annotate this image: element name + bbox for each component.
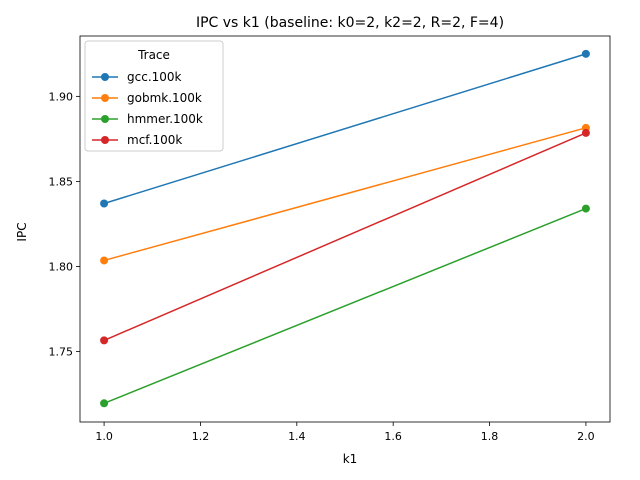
- axes-frame: [79, 35, 611, 423]
- legend-marker-1: [101, 94, 109, 102]
- x-tick-label: 1.6: [384, 430, 402, 443]
- series-line-3: [103, 132, 587, 342]
- y-tick-label: 1.90: [49, 90, 74, 103]
- series-line-2: [103, 207, 587, 404]
- data-point-0-1: [581, 49, 590, 58]
- x-axis-label: k1: [343, 452, 358, 466]
- chart-title: IPC vs k1 (baseline: k0=2, k2=2, R=2, F=…: [196, 15, 504, 31]
- data-point-2-0: [100, 399, 109, 408]
- legend-marker-0: [101, 73, 109, 81]
- data-point-2-1: [581, 204, 590, 213]
- legend-entry-0: gcc.100k: [127, 70, 182, 84]
- y-tick-label: 1.85: [49, 175, 74, 188]
- x-tick-label: 1.4: [288, 430, 306, 443]
- legend: Trace gcc.100k gobmk.100k hmmer.100k mcf.100…: [84, 40, 224, 152]
- data-point-1-0: [100, 256, 109, 265]
- x-tick-label: 1.0: [95, 430, 113, 443]
- data-point-3-1: [581, 128, 590, 137]
- plot-area: 1.0 1.2 1.4 1.6 1.8 2.0 1.75 1.80 1.85 1.90: [49, 35, 611, 443]
- x-tick-label: 2.0: [577, 430, 595, 443]
- legend-marker-3: [101, 136, 109, 144]
- legend-title: Trace: [137, 48, 170, 62]
- y-tick-label: 1.75: [49, 345, 74, 358]
- legend-entry-3: mcf.100k: [127, 133, 182, 147]
- x-tick-label: 1.2: [192, 430, 210, 443]
- legend-entry-1: gobmk.100k: [127, 91, 202, 105]
- y-axis-label: IPC: [15, 222, 29, 241]
- data-point-0-0: [100, 199, 109, 208]
- legend-box: [84, 40, 224, 152]
- legend-entry-2: hmmer.100k: [127, 112, 203, 126]
- series-line-1: [103, 127, 587, 262]
- series-line-0: [103, 53, 587, 205]
- legend-marker-2: [101, 115, 109, 123]
- data-point-3-0: [100, 336, 109, 345]
- x-tick-label: 1.8: [481, 430, 499, 443]
- y-tick-label: 1.80: [49, 260, 74, 273]
